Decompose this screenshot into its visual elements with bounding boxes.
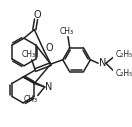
Text: N: N	[99, 58, 106, 68]
Text: N: N	[45, 82, 53, 92]
Text: CH₃: CH₃	[24, 94, 38, 104]
Text: C₂H₅: C₂H₅	[115, 50, 132, 59]
Text: O: O	[33, 10, 41, 20]
Text: CH₃: CH₃	[60, 27, 74, 36]
Text: O: O	[45, 43, 53, 53]
Text: C₂H₅: C₂H₅	[115, 69, 132, 78]
Text: CH₃: CH₃	[21, 50, 35, 59]
